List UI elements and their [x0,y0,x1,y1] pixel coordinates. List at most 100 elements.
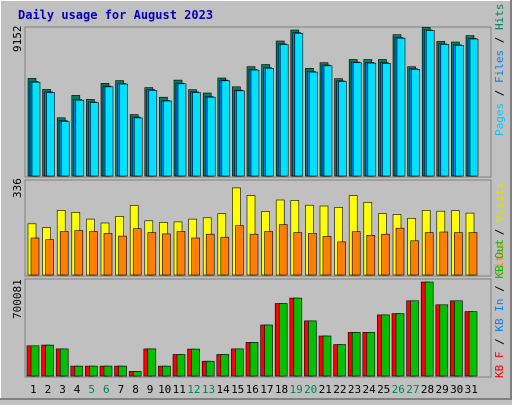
bar-kbout-day-5 [89,365,98,377]
bar-pages-day-15 [236,90,245,177]
bar-pages-day-11 [177,83,187,177]
bar-kbout-day-13 [205,360,215,377]
bar-pages-day-16 [250,69,260,177]
bar-sites-day-13 [205,233,215,276]
legend-files: Files [493,50,506,83]
bar-sites-day-23 [351,231,361,276]
bar-kbout-day-6 [103,365,113,377]
bar-pages-day-8 [133,117,143,177]
bar-kbout-day-9 [147,348,157,377]
bar-sites-day-25 [381,233,390,276]
x-tick-label-day-19: 19 [289,383,302,396]
x-tick-label-day-23: 23 [348,383,361,396]
bar-kbout-day-12 [191,348,200,377]
bar-sites-day-7 [118,235,127,276]
x-tick-label-day-5: 5 [88,383,95,396]
bar-kbout-day-16 [249,342,259,377]
legend-visits: Visits [493,182,506,222]
bar-pages-day-18 [279,44,289,177]
x-tick-label-day-12: 12 [187,383,200,396]
bar-pages-day-31 [469,38,479,177]
bar-sites-day-1 [30,237,40,276]
bar-pages-day-24 [367,62,377,177]
x-tick-label-day-10: 10 [158,383,171,396]
x-tick-label-day-31: 31 [465,383,478,396]
x-tick-label-day-1: 1 [30,383,37,396]
bar-pages-day-12 [192,92,201,177]
bar-sites-day-19 [293,232,303,276]
legend-hits: Hits [493,4,506,31]
bar-kbout-day-26 [395,313,405,377]
bar-kbout-day-4 [74,365,84,377]
bar-pages-day-25 [382,63,391,177]
bar-kbout-day-8 [132,371,142,377]
x-tick-label-day-11: 11 [173,383,186,396]
x-tick-label-day-21: 21 [319,383,332,396]
x-tick-label-day-30: 30 [450,383,463,396]
bar-sites-day-6 [103,233,113,276]
x-tick-label-day-27: 27 [406,383,419,396]
bar-kbout-day-27 [410,300,419,377]
legend-sites: Sites [493,242,506,275]
bar-sites-day-21 [322,236,332,276]
bar-pages-day-7 [119,83,128,177]
bar-pages-day-22 [338,81,347,177]
bar-sites-day-16 [249,233,259,276]
legend-pages: Pages [493,103,506,136]
kbytes-panel-ymax-label: 700081 [11,279,24,319]
x-tick-label-day-22: 22 [333,383,346,396]
hits-panel-ymax-label: 9152 [11,26,24,53]
bar-pages-day-27 [411,69,420,177]
bar-pages-day-17 [265,68,274,177]
bar-kbout-day-23 [351,332,361,377]
bar-sites-day-31 [468,232,478,276]
bar-kbout-day-14 [220,354,230,377]
x-tick-label-day-24: 24 [362,383,376,396]
bar-sites-day-3 [59,231,69,276]
bar-pages-day-2 [46,92,55,177]
bar-pages-day-1 [31,81,41,177]
chart-title: Daily usage for August 2023 [18,8,213,22]
x-tick-label-day-29: 29 [435,383,448,396]
bar-pages-day-19 [294,33,304,177]
bar-pages-day-14 [221,80,231,177]
visits-panel-ymax-label: 336 [11,178,24,198]
bar-pages-day-9 [148,90,158,177]
bar-sites-day-9 [147,232,157,276]
bar-kbout-day-21 [322,335,332,377]
bar-kbout-day-2 [45,344,54,377]
chart-bars [26,27,479,377]
bar-sites-day-29 [439,231,449,276]
bar-sites-day-4 [74,230,84,276]
x-tick-label-day-28: 28 [421,383,434,396]
bar-sites-day-15 [235,225,244,276]
bar-pages-day-10 [163,100,172,177]
bar-sites-day-12 [191,237,200,276]
bar-kbout-day-19 [293,297,303,377]
x-tick-label-day-17: 17 [260,383,273,396]
x-tick-label-day-14: 14 [216,383,230,396]
bar-kbout-day-22 [337,344,346,377]
bar-pages-day-6 [104,86,114,177]
bar-sites-day-22 [337,241,346,276]
x-axis-day-labels: 1 2 3 4 5 6 7 8 9 10 11 12 13 14 15 16 17 18 19 20 21 22 23 24 2… [30,383,478,396]
bar-pages-day-26 [396,37,406,177]
bar-kbout-day-29 [439,304,449,377]
x-tick-label-day-3: 3 [59,383,66,396]
x-tick-label-day-25: 25 [377,383,390,396]
bar-kbout-day-20 [308,320,317,377]
bar-kbout-day-10 [162,365,171,377]
x-tick-label-day-16: 16 [246,383,259,396]
bar-pages-day-21 [323,65,333,177]
bar-kbout-day-1 [30,345,40,377]
bar-sites-day-30 [454,232,463,276]
bar-kbout-day-28 [424,281,434,377]
bar-pages-day-3 [60,121,70,177]
bar-kbout-day-30 [454,300,463,377]
bar-sites-day-10 [162,233,171,276]
x-tick-label-day-7: 7 [118,383,125,396]
bar-sites-day-11 [176,231,186,276]
legend-kbf: KB F [493,352,506,379]
